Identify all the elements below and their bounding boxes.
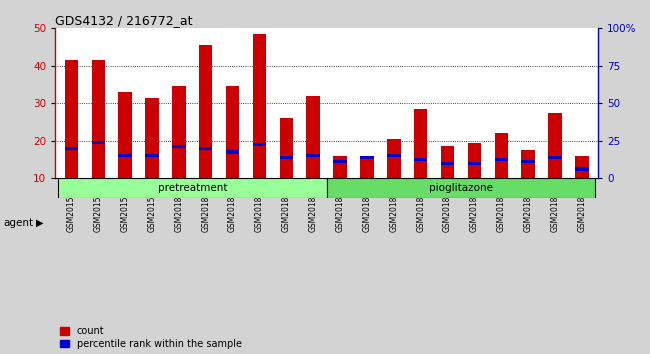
Bar bbox=[326, 178, 595, 198]
Text: GDS4132 / 216772_at: GDS4132 / 216772_at bbox=[55, 14, 193, 27]
Text: ▶: ▶ bbox=[36, 218, 44, 228]
Bar bbox=[280, 118, 293, 178]
Bar bbox=[306, 154, 320, 158]
Bar bbox=[575, 156, 589, 178]
Bar bbox=[92, 60, 105, 178]
Text: pioglitazone: pioglitazone bbox=[429, 183, 493, 193]
Bar bbox=[118, 92, 132, 178]
Bar bbox=[468, 161, 481, 165]
Bar bbox=[145, 98, 159, 178]
Bar bbox=[495, 158, 508, 161]
Bar bbox=[387, 154, 400, 158]
Bar bbox=[118, 154, 132, 158]
Bar bbox=[64, 147, 78, 150]
Bar bbox=[360, 158, 374, 178]
Bar bbox=[333, 156, 347, 178]
Bar bbox=[280, 156, 293, 159]
Bar bbox=[414, 158, 428, 161]
Bar bbox=[226, 150, 239, 154]
Bar bbox=[253, 34, 266, 178]
Bar bbox=[58, 178, 326, 198]
Bar bbox=[199, 147, 213, 150]
Bar bbox=[226, 86, 239, 178]
Bar bbox=[387, 139, 400, 178]
Bar bbox=[199, 45, 213, 178]
Bar bbox=[64, 60, 78, 178]
Bar bbox=[495, 133, 508, 178]
Bar bbox=[306, 96, 320, 178]
Bar bbox=[172, 86, 185, 178]
Bar bbox=[253, 143, 266, 146]
Bar bbox=[468, 143, 481, 178]
Bar bbox=[549, 113, 562, 178]
Bar bbox=[521, 160, 535, 163]
Bar bbox=[145, 154, 159, 158]
Bar bbox=[172, 145, 185, 148]
Text: agent: agent bbox=[3, 218, 33, 228]
Text: pretreatment: pretreatment bbox=[157, 183, 227, 193]
Bar bbox=[92, 141, 105, 144]
Bar bbox=[441, 147, 454, 178]
Bar bbox=[521, 150, 535, 178]
Bar bbox=[575, 167, 589, 171]
Bar bbox=[333, 160, 347, 163]
Legend: count, percentile rank within the sample: count, percentile rank within the sample bbox=[60, 326, 242, 349]
Bar bbox=[549, 156, 562, 159]
Bar bbox=[360, 156, 374, 159]
Bar bbox=[414, 109, 428, 178]
Bar bbox=[441, 161, 454, 165]
